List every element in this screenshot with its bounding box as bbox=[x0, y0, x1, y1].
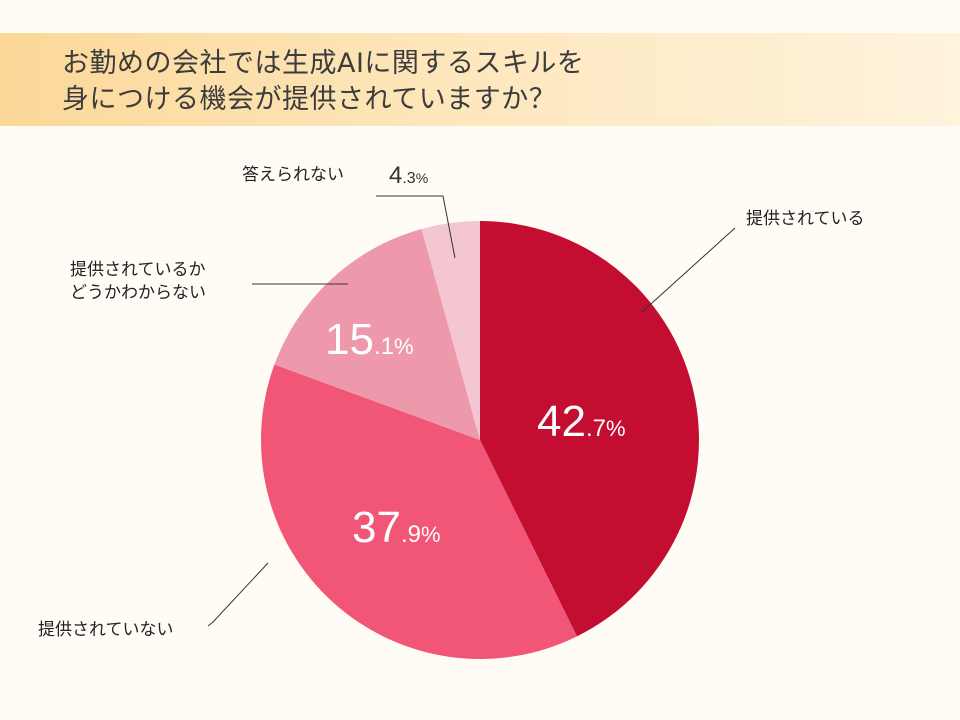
category-label-unknown-line2: どうかわからない bbox=[70, 283, 206, 303]
title-banner bbox=[0, 33, 960, 126]
title-line-2: 身につける機会が提供されていますか？ bbox=[62, 84, 557, 115]
pie-slice-provided bbox=[480, 221, 699, 637]
category-label-unknown-line1: 提供されているか bbox=[70, 260, 206, 280]
slice-value-unknown: 15.1% bbox=[325, 315, 414, 364]
pie-slice-cannot-answer bbox=[421, 221, 480, 440]
pie-slice-not-provided bbox=[261, 364, 577, 659]
category-label-not-provided: 提供されていない bbox=[38, 620, 174, 640]
slice-value-cannot-answer: 4.3% bbox=[389, 162, 429, 189]
pie-slice-unknown bbox=[274, 228, 480, 440]
title-line-1: お勤めの会社では生成AIに関するスキルを bbox=[62, 48, 585, 79]
leader-line-not-provided bbox=[207, 562, 269, 627]
category-label-unknown: 提供されているか どうかわからない bbox=[70, 259, 206, 305]
page-title: お勤めの会社では生成AIに関するスキルを 身につける機会が提供されていますか？ bbox=[62, 46, 584, 118]
category-label-cannot-answer: 答えられない bbox=[242, 165, 344, 185]
category-label-provided: 提供されている bbox=[746, 209, 865, 229]
slice-value-provided: 42.7% bbox=[537, 397, 626, 446]
leader-line-cannot-answer bbox=[376, 195, 456, 259]
slice-value-not-provided: 37.9% bbox=[352, 503, 441, 552]
leader-line-provided bbox=[641, 227, 736, 313]
